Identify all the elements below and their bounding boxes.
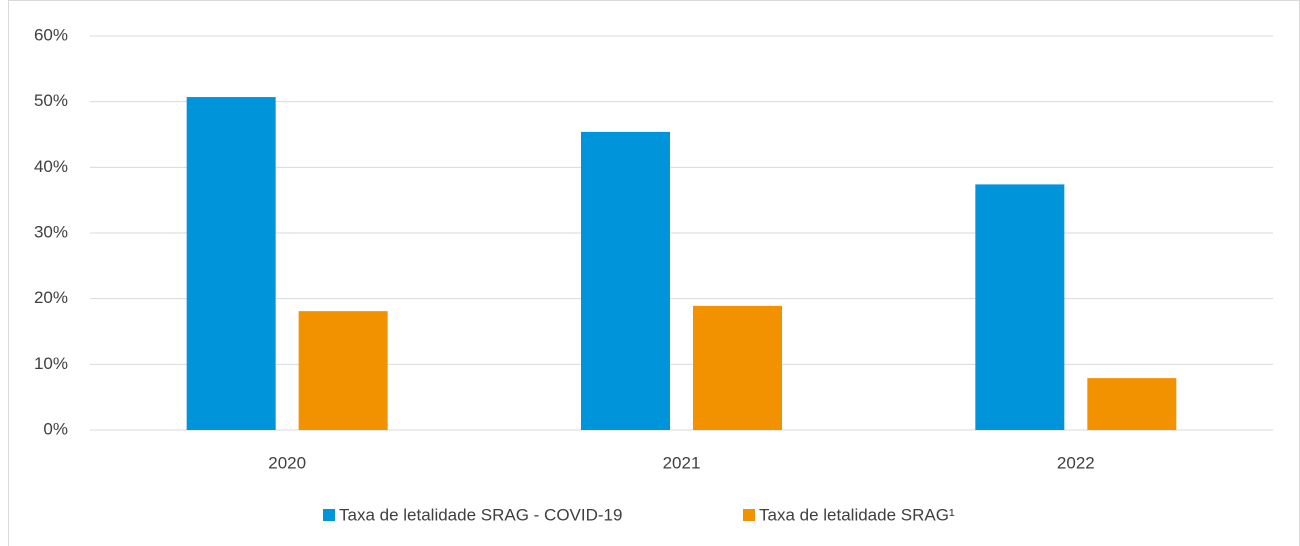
bar <box>975 184 1065 430</box>
bar <box>186 97 276 430</box>
y-tick-label: 10% <box>34 354 68 373</box>
bar <box>298 311 388 430</box>
y-tick-label: 20% <box>34 288 68 307</box>
bar <box>1087 378 1177 430</box>
legend-label: Taxa de letalidade SRAG¹ <box>759 505 955 524</box>
y-tick-label: 30% <box>34 222 68 241</box>
y-tick-label: 0% <box>43 419 68 438</box>
x-tick-label: 2022 <box>1057 453 1095 472</box>
x-tick-label: 2020 <box>268 453 306 472</box>
legend-label: Taxa de letalidade SRAG - COVID-19 <box>339 505 622 524</box>
x-tick-label: 2021 <box>663 453 701 472</box>
bar <box>581 131 670 430</box>
bar <box>693 305 782 430</box>
legend-swatch <box>743 509 755 521</box>
y-tick-label: 40% <box>34 157 68 176</box>
y-tick-label: 50% <box>34 91 68 110</box>
legend-swatch <box>323 509 335 521</box>
y-tick-label: 60% <box>34 25 68 44</box>
